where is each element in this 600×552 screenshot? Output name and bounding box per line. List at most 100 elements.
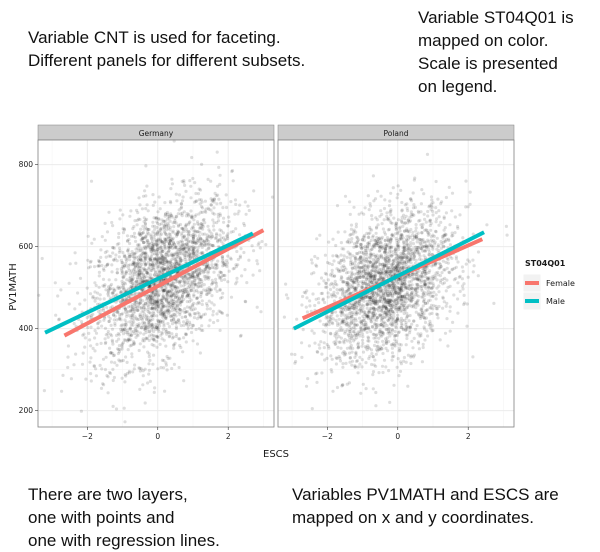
data-point bbox=[199, 278, 203, 282]
data-point bbox=[270, 195, 275, 199]
data-point bbox=[404, 360, 408, 364]
data-point bbox=[141, 231, 145, 235]
data-point bbox=[106, 262, 110, 266]
data-point bbox=[458, 289, 462, 293]
data-point bbox=[330, 268, 334, 272]
data-point bbox=[393, 329, 397, 334]
data-point bbox=[371, 373, 375, 377]
data-point bbox=[211, 199, 215, 203]
data-point bbox=[192, 316, 197, 320]
data-point bbox=[138, 268, 142, 273]
data-point bbox=[143, 221, 147, 225]
data-point bbox=[374, 216, 378, 220]
data-point bbox=[156, 320, 160, 324]
data-point bbox=[128, 326, 132, 330]
data-point bbox=[362, 238, 366, 242]
data-point bbox=[142, 345, 146, 349]
data-point bbox=[326, 291, 330, 295]
data-point bbox=[210, 199, 214, 203]
data-point bbox=[110, 270, 114, 274]
data-point bbox=[176, 262, 180, 266]
data-point bbox=[338, 356, 342, 360]
data-point bbox=[238, 254, 242, 258]
data-point bbox=[89, 259, 93, 263]
data-point bbox=[339, 336, 343, 340]
data-point bbox=[234, 202, 238, 206]
data-point bbox=[93, 329, 97, 333]
data-point bbox=[184, 251, 188, 255]
data-point bbox=[187, 230, 191, 234]
y-tick-label: 800 bbox=[19, 160, 34, 169]
data-point bbox=[37, 293, 41, 297]
data-point bbox=[462, 302, 466, 307]
data-point bbox=[179, 288, 183, 292]
data-point bbox=[420, 226, 424, 230]
data-point bbox=[183, 253, 187, 257]
data-point bbox=[156, 326, 160, 330]
data-point bbox=[145, 238, 149, 242]
data-point bbox=[202, 217, 206, 222]
data-point bbox=[226, 280, 230, 284]
data-point bbox=[195, 296, 199, 300]
data-point bbox=[300, 341, 304, 345]
data-point bbox=[188, 273, 192, 277]
data-point bbox=[339, 346, 343, 350]
data-point bbox=[347, 287, 351, 292]
data-point bbox=[318, 346, 322, 350]
data-point bbox=[140, 249, 144, 253]
data-point bbox=[139, 266, 143, 270]
data-point bbox=[445, 317, 449, 321]
data-point bbox=[215, 263, 219, 267]
data-point bbox=[236, 212, 240, 216]
data-point bbox=[381, 343, 385, 347]
data-point bbox=[120, 342, 124, 346]
data-point bbox=[174, 332, 179, 336]
data-point bbox=[172, 225, 176, 229]
data-point bbox=[146, 271, 150, 276]
data-point bbox=[212, 197, 216, 201]
data-point bbox=[195, 253, 199, 257]
data-point bbox=[443, 239, 447, 243]
data-point bbox=[166, 322, 170, 326]
data-point bbox=[227, 269, 231, 273]
data-point bbox=[89, 314, 93, 318]
data-point bbox=[117, 348, 121, 352]
data-point bbox=[181, 226, 185, 230]
data-point bbox=[414, 290, 418, 294]
data-point bbox=[207, 291, 211, 295]
data-point bbox=[97, 285, 101, 289]
data-point bbox=[215, 232, 219, 236]
data-point bbox=[185, 322, 189, 326]
data-point bbox=[370, 325, 374, 329]
data-point bbox=[422, 290, 426, 294]
data-point bbox=[197, 312, 201, 316]
data-point bbox=[143, 324, 147, 328]
data-point bbox=[346, 270, 350, 274]
data-point bbox=[66, 344, 70, 348]
data-point bbox=[341, 362, 345, 366]
data-point bbox=[141, 236, 145, 240]
data-point bbox=[358, 329, 362, 333]
data-point bbox=[429, 228, 433, 232]
data-point bbox=[199, 241, 203, 245]
data-point bbox=[100, 235, 104, 239]
data-point bbox=[468, 190, 472, 194]
data-point bbox=[195, 220, 200, 224]
data-point bbox=[200, 281, 204, 286]
data-point bbox=[133, 363, 137, 367]
data-point bbox=[136, 261, 140, 265]
data-point bbox=[218, 233, 222, 237]
data-point bbox=[165, 332, 169, 336]
data-point bbox=[200, 224, 204, 228]
data-point bbox=[155, 258, 159, 262]
data-point bbox=[199, 292, 203, 296]
data-point bbox=[172, 362, 176, 366]
data-point bbox=[412, 203, 416, 207]
data-point bbox=[308, 304, 312, 308]
data-point bbox=[147, 372, 151, 376]
data-point bbox=[124, 261, 128, 266]
data-point bbox=[91, 312, 95, 316]
data-point bbox=[208, 230, 212, 234]
data-point bbox=[361, 275, 365, 279]
data-point bbox=[192, 312, 197, 316]
